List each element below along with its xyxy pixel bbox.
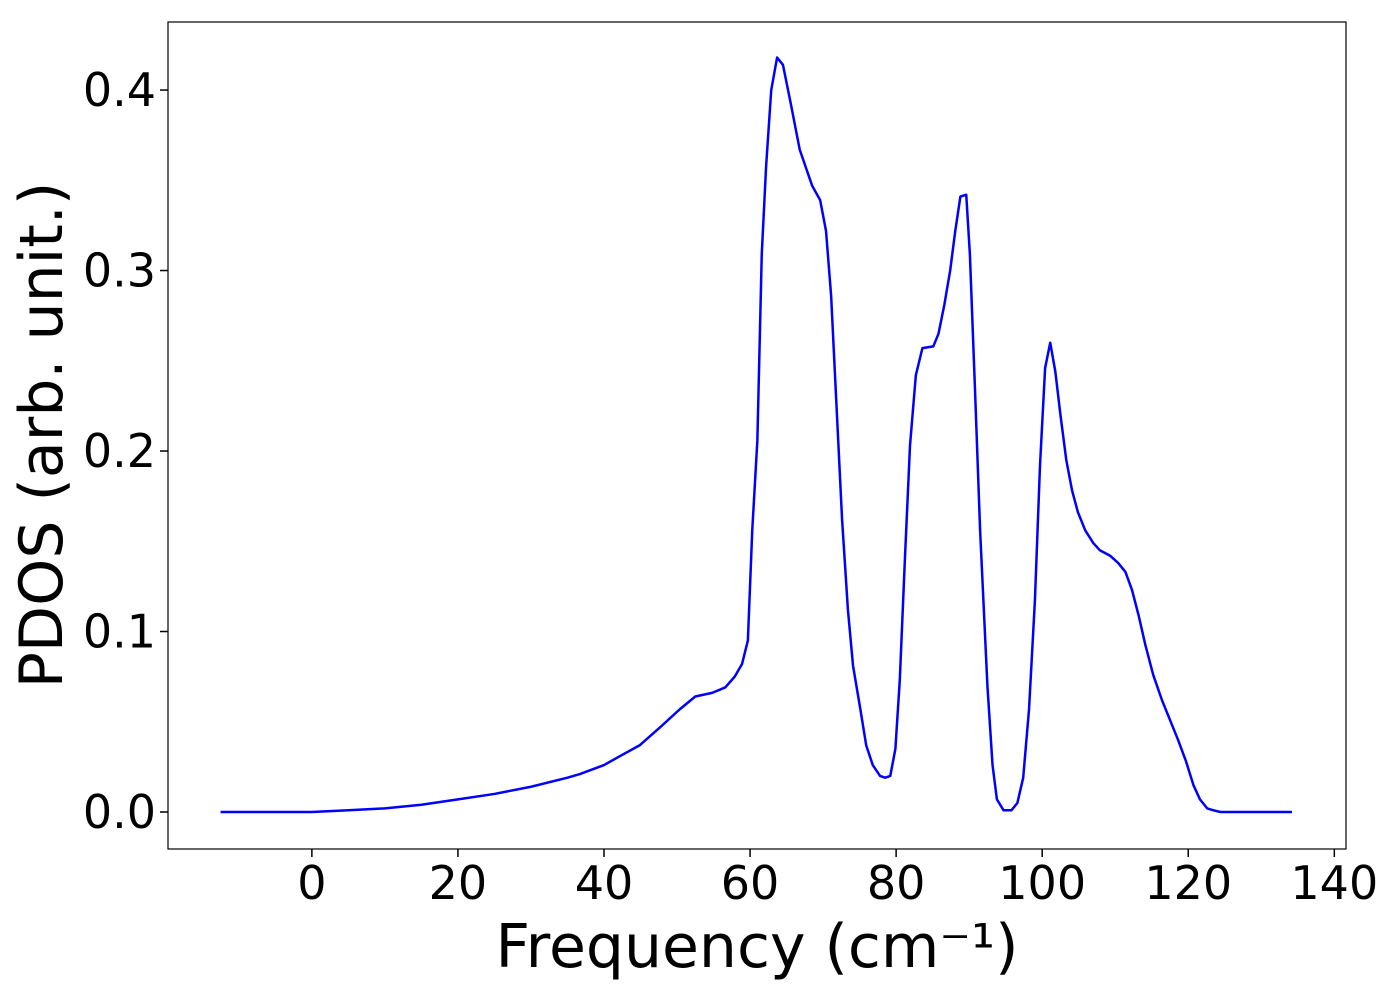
x-tick-label: 60: [721, 856, 780, 910]
x-tick-label: 0: [297, 856, 326, 910]
x-axis-label: Frequency (cm⁻¹): [495, 912, 1018, 982]
y-tick-label: 0.0: [83, 785, 156, 839]
x-tick-label: 80: [867, 856, 926, 910]
y-tick-label: 0.1: [83, 605, 156, 659]
y-axis-label: PDOS (arb. unit.): [7, 182, 77, 689]
x-tick-label: 20: [429, 856, 488, 910]
x-tick-label: 100: [998, 856, 1086, 910]
x-tick-label: 120: [1144, 856, 1232, 910]
plot-frame: [167, 21, 1347, 850]
x-tick-label: 40: [575, 856, 634, 910]
x-tick-label: 140: [1290, 856, 1378, 910]
y-tick-label: 0.2: [83, 424, 156, 478]
y-tick-label: 0.3: [83, 244, 156, 298]
y-tick-label: 0.4: [83, 63, 156, 117]
data-line: [220, 56, 1292, 814]
